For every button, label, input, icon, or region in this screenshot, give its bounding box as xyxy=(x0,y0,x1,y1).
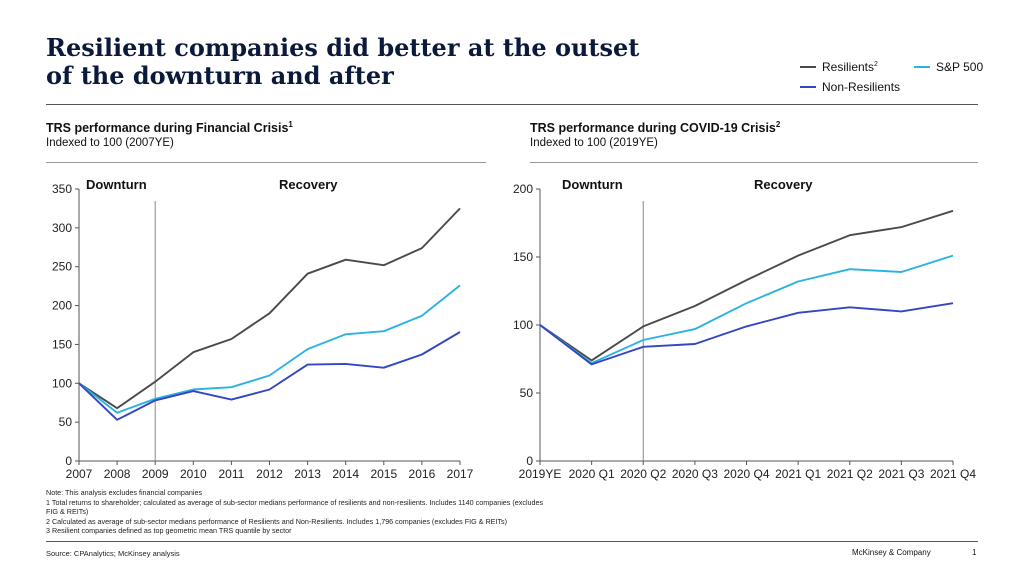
right-chart-y-tick-label: 200 xyxy=(513,182,533,196)
legend-item-resilients: Resilients2 xyxy=(800,60,878,74)
page-title-line-1: Resilient companies did better at the ou… xyxy=(46,33,640,62)
left-chart-y-tick-label: 150 xyxy=(52,337,72,351)
footnote-3: 3 Resilient companies defined as top geo… xyxy=(46,526,292,536)
legend-item-non-resilients: Non-Resilients xyxy=(800,80,900,94)
footnote-2: 2 Calculated as average of sub-sector me… xyxy=(46,516,508,526)
left-phase-recovery: Recovery xyxy=(279,177,338,192)
covid-crisis-chart: Downturn Recovery 0 50 100 150 200 2019YE 2020… xyxy=(513,177,976,481)
left-chart-y-tick-label: 200 xyxy=(52,299,72,313)
footnote-1: 1 Total returns to shareholder; calculat… xyxy=(46,497,544,507)
left-chart-x-tick-label: 2014 xyxy=(332,467,359,481)
left-chart-x-tick-label: 2009 xyxy=(142,467,169,481)
right-chart-title: TRS performance during COVID-19 Crisis2 xyxy=(530,120,781,136)
right-chart-x-tick-label: 2020 Q1 xyxy=(569,467,615,481)
left-phase-downturn: Downturn xyxy=(86,177,147,192)
left-chart-series-non-resilients xyxy=(78,331,461,421)
right-chart-y-tick-label: 150 xyxy=(513,250,533,264)
legend-swatch-non-resilients xyxy=(800,86,816,88)
legend-label-non-resilients: Non-Resilients xyxy=(822,80,901,94)
left-chart-series-resilients xyxy=(78,207,461,410)
footnote-1-continued: FIG & REITs) xyxy=(46,507,89,517)
right-chart-x-tick-label: 2019YE xyxy=(519,467,562,481)
right-chart-x-tick-label: 2021 Q3 xyxy=(878,467,924,481)
right-chart-x-tick-label: 2021 Q1 xyxy=(775,467,821,481)
right-chart-y-tick-label: 50 xyxy=(520,386,534,400)
header-divider xyxy=(46,104,978,105)
right-chart-y-tick-label: 0 xyxy=(526,454,533,468)
page-number: 1 xyxy=(972,548,977,557)
left-chart-x-tick-label: 2015 xyxy=(370,467,397,481)
left-chart-x-tick-label: 2012 xyxy=(256,467,283,481)
left-chart-x-tick-label: 2017 xyxy=(447,467,474,481)
footer-divider xyxy=(46,541,978,542)
left-chart-series-s-p-500 xyxy=(78,284,461,414)
right-chart-series-s-p-500 xyxy=(539,254,954,365)
right-chart-series-resilients xyxy=(539,209,954,362)
left-chart-x-tick-label: 2011 xyxy=(218,467,244,481)
legend-label-resilients: Resilients2 xyxy=(822,60,878,74)
right-chart-x-tick-label: 2020 Q3 xyxy=(672,467,718,481)
source-note: Source: CPAnalytics; McKinsey analysis xyxy=(46,549,180,558)
right-chart-divider xyxy=(530,162,978,163)
left-chart-x-tick-label: 2013 xyxy=(294,467,321,481)
page-title: Resilient companies did better at the ou… xyxy=(46,34,686,90)
left-chart-x-tick-label: 2016 xyxy=(409,467,436,481)
legend-label-sp500: S&P 500 xyxy=(936,60,984,74)
page-title-line-2: of the downturn and after xyxy=(46,61,394,90)
left-chart-y-tick-label: 100 xyxy=(52,376,72,390)
footnotes: Note: This analysis excludes financial c… xyxy=(46,488,666,536)
right-phase-downturn: Downturn xyxy=(562,177,623,192)
left-chart-x-tick-label: 2008 xyxy=(104,467,131,481)
right-chart-x-tick-label: 2021 Q2 xyxy=(827,467,873,481)
right-chart-y-tick-label: 100 xyxy=(513,318,533,332)
right-chart-series-non-resilients xyxy=(539,302,954,366)
right-chart-x-tick-label: 2020 Q2 xyxy=(620,467,666,481)
left-chart-x-tick-label: 2007 xyxy=(66,467,93,481)
left-chart-subtitle: Indexed to 100 (2007YE) xyxy=(46,137,174,149)
left-chart-y-tick-label: 0 xyxy=(65,454,72,468)
right-phase-recovery: Recovery xyxy=(754,177,813,192)
left-chart-title: TRS performance during Financial Crisis1 xyxy=(46,120,293,136)
left-chart-divider xyxy=(46,162,486,163)
right-chart-subtitle: Indexed to 100 (2019YE) xyxy=(530,137,658,149)
legend-item-sp500: S&P 500 xyxy=(914,60,983,74)
legend-swatch-sp500 xyxy=(914,66,930,68)
legend: Resilients2 S&P 500 Non-Resilients xyxy=(790,56,990,100)
right-chart-x-tick-label: 2021 Q4 xyxy=(930,467,976,481)
left-chart-y-tick-label: 350 xyxy=(52,182,72,196)
legend-swatch-resilients xyxy=(800,66,816,68)
financial-crisis-chart: Downturn Recovery 0 50 100 150 200 250 300 350 2… xyxy=(52,177,474,481)
footnote-note: Note: This analysis excludes financial c… xyxy=(46,488,203,497)
right-chart-x-tick-label: 2020 Q4 xyxy=(723,467,769,481)
left-chart-y-tick-label: 300 xyxy=(52,221,72,235)
left-chart-y-tick-label: 50 xyxy=(59,415,73,429)
left-chart-x-tick-label: 2010 xyxy=(180,467,207,481)
left-chart-y-tick-label: 250 xyxy=(52,260,72,274)
brand-name: McKinsey & Company xyxy=(852,548,931,557)
